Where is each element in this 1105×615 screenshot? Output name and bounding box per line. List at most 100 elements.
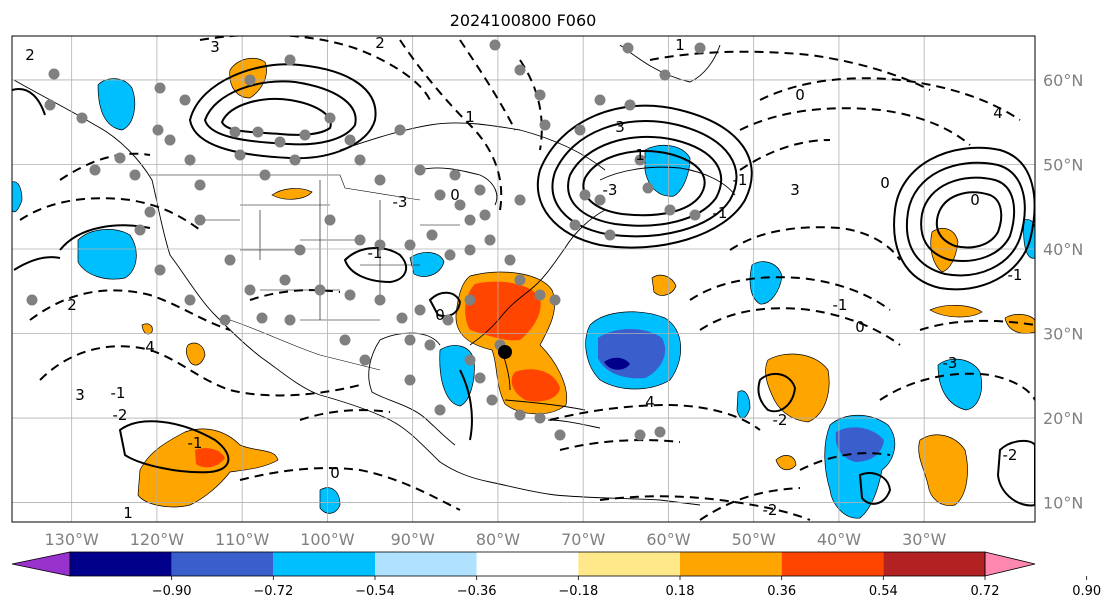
gridlines xyxy=(12,36,1035,522)
contour-value-label: 3 xyxy=(790,181,800,199)
lon-tick-label: 40°W xyxy=(817,530,861,549)
observation-dot xyxy=(284,54,296,66)
observation-dot xyxy=(354,234,366,246)
observation-dot xyxy=(274,136,286,148)
observation-dot xyxy=(154,82,166,94)
colorbar-tick-label: −0.54 xyxy=(355,584,395,599)
observation-dot xyxy=(539,119,551,131)
observation-dot xyxy=(344,134,356,146)
observation-dot xyxy=(474,184,486,196)
observation-dot xyxy=(44,99,56,111)
observation-dot xyxy=(442,314,454,326)
observation-dot xyxy=(299,129,311,141)
observation-dot xyxy=(26,294,38,306)
lon-tick-label: 90°W xyxy=(391,530,435,549)
colorbar-tick-label: −0.36 xyxy=(457,584,497,599)
observation-dot xyxy=(634,429,646,441)
colorbar-segment xyxy=(476,552,579,576)
lon-tick-label: 110°W xyxy=(215,530,270,549)
observation-dot xyxy=(454,199,466,211)
strong-anomaly-cuba xyxy=(511,369,560,402)
longitude-labels: 130°W 120°W 110°W 100°W 90°W 80°W 70°W 60°W 50°W… xyxy=(44,530,946,549)
negative-anomaly-great-lakes xyxy=(409,252,445,277)
contour-value-label: 1 xyxy=(635,146,645,164)
contour-value-label: -1 xyxy=(111,384,126,402)
colorbar-segment xyxy=(680,552,782,576)
colorbar-extend-low xyxy=(11,551,71,577)
observation-dot xyxy=(374,294,386,306)
figure-title: 2024100800 F060 xyxy=(450,11,597,30)
negative-anomaly-pacific-west xyxy=(77,229,137,280)
observation-dot xyxy=(229,126,241,138)
observation-dot xyxy=(179,94,191,106)
colorbar-tick-label: −0.90 xyxy=(152,584,192,599)
lon-tick-label: 60°W xyxy=(646,530,690,549)
observation-dot xyxy=(689,209,701,221)
observation-dot xyxy=(244,284,256,296)
observation-dot xyxy=(426,229,438,241)
contour-value-label: -2 xyxy=(773,411,788,429)
observation-dot xyxy=(464,214,476,226)
lat-tick-label: 40°N xyxy=(1043,240,1083,259)
observation-dot xyxy=(256,312,268,324)
contour-value-label: 3 xyxy=(75,386,85,404)
contour-value-label: 0 xyxy=(795,86,805,104)
positive-anomaly-pacific-small xyxy=(141,323,153,335)
contour-value-label: -1 xyxy=(833,296,848,314)
contour-value-label: -2 xyxy=(763,501,778,519)
storm-center-marker xyxy=(498,345,512,359)
positive-anomaly-subtropical xyxy=(929,305,983,318)
contour-value-label: 0 xyxy=(855,318,865,336)
negative-anomaly-subtropical-east xyxy=(937,358,982,411)
lat-tick-label: 60°N xyxy=(1043,71,1083,90)
contour-value-label: 2 xyxy=(375,34,385,52)
colorbar-segment xyxy=(578,552,680,576)
observation-dot xyxy=(464,294,476,306)
contour-value-label: 1 xyxy=(123,504,133,522)
colorbar-frame xyxy=(69,551,986,577)
observation-dot xyxy=(514,274,526,286)
contour-value-label: 3 xyxy=(210,38,220,56)
lon-tick-label: 130°W xyxy=(44,530,99,549)
positive-anomaly-plains xyxy=(271,188,313,200)
colorbar-tick-label: 0.18 xyxy=(666,584,695,599)
observation-dot xyxy=(594,94,606,106)
observation-dot xyxy=(479,209,491,221)
observation-dot xyxy=(314,284,326,296)
positive-anomaly-east-edge xyxy=(1004,314,1035,334)
observation-dot xyxy=(404,239,416,251)
observation-dot xyxy=(339,334,351,346)
observation-dot xyxy=(484,234,496,246)
observation-dot xyxy=(504,254,516,266)
observation-dot xyxy=(514,64,526,76)
contour-value-label: 0 xyxy=(435,306,445,324)
contour-value-label: 4 xyxy=(993,104,1003,122)
lon-tick-label: 30°W xyxy=(902,530,946,549)
contour-value-label: 0 xyxy=(880,174,890,192)
observation-dot xyxy=(219,314,231,326)
observation-dot xyxy=(394,124,406,136)
observation-dot xyxy=(486,394,498,406)
positive-anomaly-pacific xyxy=(137,428,279,508)
observation-dot xyxy=(324,112,336,124)
observation-dot xyxy=(624,99,636,111)
observation-dot xyxy=(76,112,88,124)
observation-dot xyxy=(89,164,101,176)
contour-lines xyxy=(12,63,1035,507)
observation-dot xyxy=(184,154,196,166)
colorbar-segment xyxy=(273,552,375,576)
observation-dot xyxy=(534,89,546,101)
contour-value-label: 1 xyxy=(675,36,685,54)
observation-dot xyxy=(259,169,271,181)
observation-dot xyxy=(404,334,416,346)
observation-dot xyxy=(244,74,256,86)
observation-dot xyxy=(622,42,634,54)
lon-tick-label: 70°W xyxy=(561,530,605,549)
observation-dot xyxy=(194,214,206,226)
contour-value-label: -1 xyxy=(1008,266,1023,284)
lon-tick-label: 100°W xyxy=(300,530,355,549)
observation-dot xyxy=(154,264,166,276)
colorbar-tick-label: 0.36 xyxy=(767,584,796,599)
observation-dot xyxy=(579,189,591,201)
